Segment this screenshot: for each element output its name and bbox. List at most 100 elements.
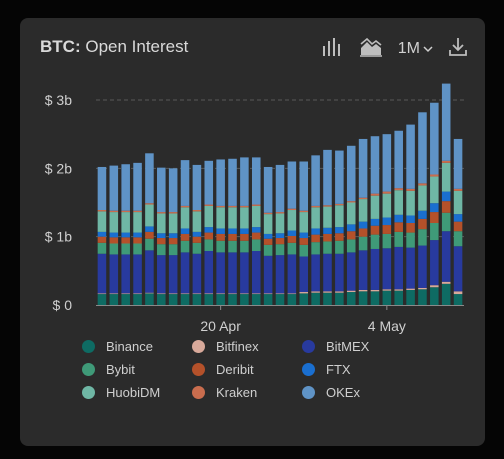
bar-segment-deribit	[192, 236, 202, 243]
bar-segment-ftx	[418, 210, 427, 219]
bar-segment-bitfinex	[299, 292, 309, 294]
bar-segment-kraken	[358, 197, 368, 200]
chevron-down-icon	[423, 40, 433, 58]
bar-segment-ftx	[157, 233, 166, 239]
bar-segment-binance	[346, 292, 356, 305]
bar-segment-bitmex	[430, 240, 439, 286]
legend-item-ftx[interactable]: FTX	[302, 361, 412, 378]
legend-label: BitMEX	[326, 339, 370, 354]
bar-segment-binance	[121, 294, 130, 305]
bar-segment-bitmex	[97, 253, 107, 294]
bar-segment-bitfinex	[97, 293, 107, 295]
time-range-dropdown[interactable]: 1M	[398, 40, 433, 58]
bar-segment-binance	[394, 290, 403, 305]
bar-segment-huobidm	[133, 212, 142, 233]
bar-segment-ftx	[168, 233, 178, 239]
bar-segment-huobidm	[453, 190, 463, 215]
bar-segment-bitmex	[133, 254, 142, 294]
bar-segment-bitfinex	[216, 293, 225, 295]
bar-segment-bitmex	[441, 231, 451, 282]
bar-segment-okex	[335, 150, 344, 204]
bar-segment-bitfinex	[145, 292, 154, 294]
bar-segment-bybit	[168, 244, 178, 256]
bar-segment-okex	[157, 167, 166, 213]
bar-segment-bitmex	[240, 252, 249, 294]
bar-segment-okex	[192, 164, 202, 211]
bar-segment-ftx	[430, 203, 439, 213]
bar-segment-deribit	[323, 233, 332, 242]
legend-item-kraken[interactable]: Kraken	[192, 384, 302, 401]
bar-segment-huobidm	[109, 212, 119, 233]
bar-segment-deribit	[311, 234, 320, 243]
bar-segment-ftx	[251, 227, 261, 233]
bar-segment-okex	[394, 130, 403, 189]
legend-label: Kraken	[216, 385, 258, 400]
legend-item-binance[interactable]: Binance	[82, 338, 192, 355]
bar-segment-kraken	[346, 201, 356, 203]
download-icon[interactable]	[449, 37, 467, 62]
legend-item-bybit[interactable]: Bybit	[82, 361, 192, 378]
bar-segment-bybit	[263, 244, 273, 256]
bar-segment-bybit	[180, 240, 190, 253]
legend-label: HuobiDM	[106, 385, 161, 400]
bar-segment-ftx	[441, 191, 451, 202]
bar-segment-huobidm	[216, 207, 225, 229]
bar-segment-deribit	[228, 233, 237, 241]
bar-segment-ftx	[228, 228, 237, 234]
legend-item-deribit[interactable]: Deribit	[192, 361, 302, 378]
bar-segment-bitmex	[145, 250, 154, 293]
bar-segment-binance	[430, 287, 439, 305]
bar-segment-okex	[418, 112, 427, 184]
bar-segment-deribit	[346, 231, 356, 240]
bar-segment-bitmex	[216, 252, 225, 294]
bar-segment-kraken	[192, 210, 202, 212]
bar-segment-bitmex	[180, 252, 190, 294]
bar-segment-bybit	[335, 240, 344, 254]
bar-segment-ftx	[335, 227, 344, 234]
bar-segment-bitmex	[287, 254, 297, 294]
bar-segment-kraken	[121, 210, 130, 213]
bar-segment-bitfinex	[204, 293, 214, 295]
bar-segment-deribit	[109, 237, 119, 244]
bar-segment-bitmex	[204, 251, 214, 294]
bar-segment-bitmex	[453, 246, 463, 292]
time-range-label: 1M	[397, 40, 420, 57]
bar-segment-huobidm	[251, 205, 261, 228]
bar-segment-bitmex	[109, 254, 119, 294]
bar-segment-binance	[441, 283, 451, 305]
legend-item-bitmex[interactable]: BitMEX	[302, 338, 412, 355]
legend-item-huobidm[interactable]: HuobiDM	[82, 384, 192, 401]
bar-segment-bitfinex	[346, 290, 356, 293]
legend-swatch	[82, 386, 95, 399]
bar-segment-binance	[133, 294, 142, 305]
bar-segment-deribit	[287, 235, 297, 243]
bar-segment-okex	[109, 165, 119, 211]
bar-segment-deribit	[204, 232, 214, 240]
bar-segment-bybit	[441, 212, 451, 232]
legend-swatch	[82, 340, 95, 353]
bar-segment-ftx	[216, 228, 225, 234]
bar-segment-bitfinex	[121, 293, 130, 295]
legend-item-okex[interactable]: OKEx	[302, 384, 412, 401]
bar-segment-bitfinex	[370, 289, 380, 292]
bar-segment-bitfinex	[287, 293, 297, 295]
area-chart-icon[interactable]	[359, 37, 382, 62]
chart-legend: Binance Bitfinex BitMEX Bybit Deribit FTX Huob…	[82, 338, 412, 401]
bar-segment-bitmex	[335, 253, 344, 292]
legend-label: FTX	[326, 362, 351, 377]
bar-segment-bybit	[275, 244, 285, 256]
bar-segment-kraken	[263, 212, 273, 215]
bar-segment-bitfinex	[335, 291, 344, 293]
bar-segment-kraken	[157, 212, 166, 214]
bar-segment-deribit	[406, 223, 415, 233]
bar-segment-bitfinex	[192, 293, 202, 295]
bar-chart-icon[interactable]	[322, 37, 344, 62]
bar-segment-bitmex	[346, 252, 356, 291]
bar-segment-bitmex	[406, 247, 415, 289]
legend-swatch	[192, 386, 205, 399]
bar-segment-bybit	[192, 242, 202, 254]
bar-segment-bitmex	[121, 254, 130, 294]
legend-item-bitfinex[interactable]: Bitfinex	[192, 338, 302, 355]
bar-segment-kraken	[216, 205, 225, 208]
bar-segment-deribit	[370, 225, 380, 235]
